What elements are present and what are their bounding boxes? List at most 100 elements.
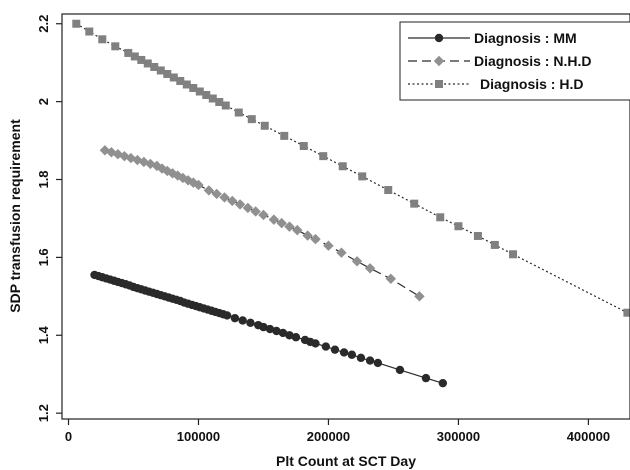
data-point <box>311 339 320 348</box>
x-tick-label: 300000 <box>437 429 480 444</box>
data-point <box>221 101 230 110</box>
data-point <box>509 250 518 259</box>
data-point <box>339 348 349 357</box>
data-point <box>292 224 303 236</box>
data-point <box>208 94 217 103</box>
data-point <box>111 42 120 51</box>
data-point <box>234 108 243 117</box>
series-layer <box>72 19 630 388</box>
data-point <box>302 230 313 241</box>
data-point <box>219 192 230 203</box>
data-point <box>258 209 269 221</box>
data-point <box>384 186 393 195</box>
data-point <box>143 59 152 68</box>
data-point <box>421 373 431 383</box>
data-point <box>278 328 288 338</box>
data-point <box>321 342 331 351</box>
data-point <box>98 35 107 44</box>
y-tick-label: 1.4 <box>36 325 51 344</box>
data-point <box>163 69 172 78</box>
data-point <box>176 76 185 85</box>
legend: Diagnosis : MM Diagnosis : N.H.D Diagnos… <box>399 21 630 101</box>
x-tick-label: 400000 <box>567 429 610 444</box>
data-point <box>227 195 238 207</box>
data-point <box>280 131 289 140</box>
data-point <box>364 263 376 274</box>
series-0 <box>90 270 448 388</box>
data-point <box>150 62 159 71</box>
data-point <box>169 73 178 82</box>
data-point <box>250 206 261 217</box>
data-point <box>85 27 94 36</box>
data-point <box>222 311 232 320</box>
axis-layer <box>61 13 630 420</box>
data-point <box>356 353 366 363</box>
data-point <box>215 98 224 107</box>
data-point <box>473 231 482 240</box>
ticks-layer: 0 100000 200000 300000 400000 1.2 1.4 1.6 1.8 2 2.… <box>36 15 610 444</box>
y-tick-label: 1.2 <box>36 404 51 422</box>
x-axis-title: Plt Count at SCT Day <box>276 453 416 469</box>
data-point <box>490 240 499 249</box>
data-point <box>182 80 191 89</box>
data-point <box>260 121 269 130</box>
data-point <box>414 291 425 302</box>
x-tick-label: 200000 <box>307 429 350 444</box>
legend-keys <box>408 33 470 88</box>
series-line <box>104 149 420 297</box>
series-1 <box>99 145 425 302</box>
data-point <box>265 324 275 334</box>
data-point <box>137 55 146 64</box>
data-point <box>438 378 448 388</box>
data-point <box>299 142 308 151</box>
y-tick-label: 1.6 <box>36 248 51 266</box>
data-point <box>395 365 405 375</box>
legend-label-hd: Diagnosis : H.D <box>480 76 583 92</box>
data-point <box>156 66 165 75</box>
x-tick-label: 0 <box>65 429 72 444</box>
y-tick-label: 1.8 <box>36 170 51 188</box>
plot-frame <box>61 13 630 420</box>
data-point <box>193 179 204 191</box>
data-point <box>351 256 363 267</box>
data-point <box>124 48 133 57</box>
data-point <box>373 358 383 368</box>
legend-key-marker <box>434 33 444 43</box>
data-point <box>276 217 287 229</box>
data-point <box>358 172 367 181</box>
data-point <box>211 188 222 200</box>
data-point <box>189 83 198 92</box>
y-tick-label: 2.2 <box>36 15 51 33</box>
data-point <box>385 273 397 285</box>
x-tick-label: 100000 <box>177 429 220 444</box>
data-point <box>285 331 294 340</box>
data-point <box>162 165 173 177</box>
data-point <box>410 199 419 208</box>
data-point <box>336 247 347 258</box>
legend-label-nhd: Diagnosis : N.H.D <box>474 53 591 69</box>
data-point <box>310 233 321 245</box>
data-point <box>330 345 340 354</box>
data-point <box>195 87 204 96</box>
data-point <box>247 115 256 124</box>
data-point <box>268 214 280 225</box>
data-point <box>623 308 630 317</box>
data-point <box>338 162 347 171</box>
data-point <box>454 222 463 231</box>
y-tick-label: 2 <box>36 98 51 105</box>
data-point <box>323 240 334 251</box>
data-point <box>319 152 328 161</box>
y-axis-title: SDP transfusion requirement <box>7 119 23 313</box>
data-point <box>246 318 255 328</box>
data-point <box>230 313 240 323</box>
series-2 <box>72 19 630 317</box>
legend-key-marker <box>435 80 443 88</box>
data-point <box>365 356 375 365</box>
data-point <box>284 221 295 232</box>
legend-label-mm: Diagnosis : MM <box>474 30 577 46</box>
legend-key-marker <box>433 55 445 67</box>
data-point <box>272 326 281 336</box>
data-point <box>238 316 247 325</box>
data-point <box>436 213 445 222</box>
